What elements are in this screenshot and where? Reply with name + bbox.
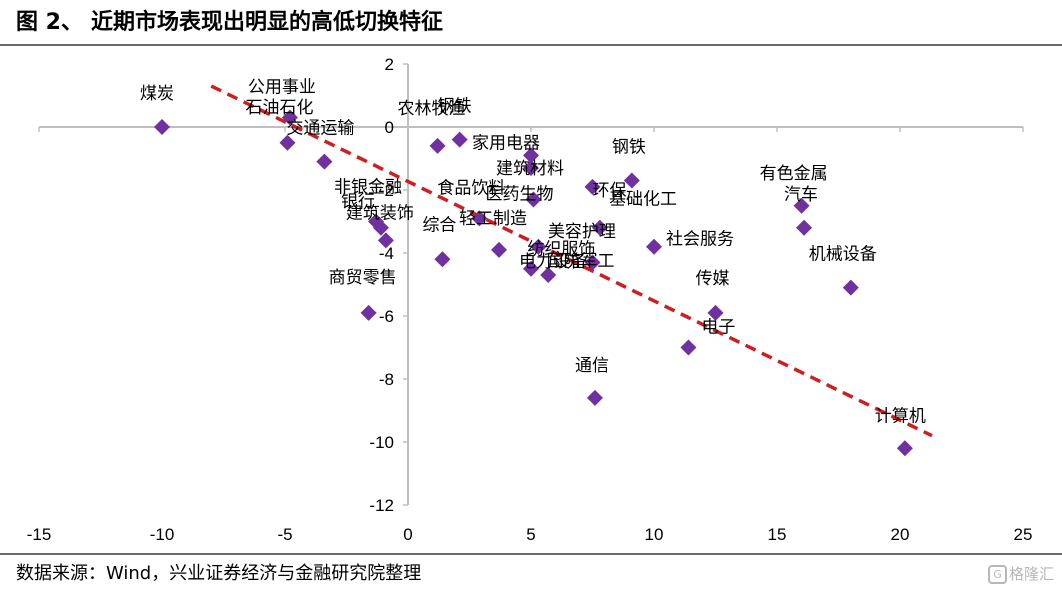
data-point xyxy=(707,304,724,321)
data-point xyxy=(646,238,662,255)
point-label: 商贸零售 xyxy=(329,268,397,288)
bottom-rule xyxy=(0,553,1062,555)
y-tick-label: -12 xyxy=(369,496,394,515)
point-label: 机械设备 xyxy=(809,245,877,265)
x-tick-label: 0 xyxy=(403,525,412,544)
point-label: 建筑材料 xyxy=(496,159,564,179)
watermark-logo-icon: G xyxy=(988,565,1007,584)
data-point xyxy=(584,254,601,271)
trendline-layer xyxy=(210,84,933,438)
x-tick-label: -10 xyxy=(150,525,175,544)
point-label: 社会服务 xyxy=(666,230,734,250)
points-layer xyxy=(154,109,913,457)
x-tick-label: 10 xyxy=(645,525,664,544)
point-label: 石油石化 xyxy=(245,98,313,118)
data-point xyxy=(680,339,697,356)
y-tick-label: -2 xyxy=(379,181,394,200)
watermark: G 格隆汇 xyxy=(988,563,1054,585)
watermark-text: 格隆汇 xyxy=(1009,565,1055,583)
data-point xyxy=(525,191,542,208)
data-point xyxy=(523,147,539,164)
point-label: 电力设备 xyxy=(519,252,587,272)
data-point xyxy=(491,241,508,258)
point-label: 汽车 xyxy=(784,185,818,205)
data-point xyxy=(429,137,446,154)
data-point xyxy=(434,251,451,268)
source-note: 数据来源：Wind，兴业证券经济与金融研究院整理 xyxy=(16,563,422,584)
data-point xyxy=(377,232,394,249)
point-label: 钢铁 xyxy=(438,97,472,117)
trendline xyxy=(210,84,933,438)
point-label: 国防军工 xyxy=(547,251,615,271)
x-tick-label: 15 xyxy=(768,525,787,544)
data-point xyxy=(360,304,377,321)
labels-layer: 煤炭 公用事业石油石化交通运输农林牧渔钢铁家用电器建筑材料钢铁非银金融银行建筑装饰… xyxy=(140,78,926,427)
y-tick-label: -6 xyxy=(379,307,394,326)
x-tick-label: 25 xyxy=(1014,525,1033,544)
data-point xyxy=(591,219,608,236)
point-label: 农林牧渔 xyxy=(398,99,466,119)
point-label: 钢铁 xyxy=(612,138,646,158)
data-point xyxy=(584,178,601,195)
point-label: 有色金属 xyxy=(760,164,828,184)
point-label: 电子 xyxy=(701,318,735,338)
x-tick-label: 5 xyxy=(526,525,535,544)
data-point xyxy=(796,219,813,236)
data-point xyxy=(372,219,389,236)
point-label: 建筑装饰 xyxy=(346,203,414,223)
point-label: 美容护理 xyxy=(548,222,616,242)
x-tick-label: -15 xyxy=(27,525,52,544)
point-label: 医药生物 xyxy=(485,184,553,204)
figure-number: 图 2、 xyxy=(16,10,83,35)
data-point xyxy=(451,131,468,148)
data-point xyxy=(842,279,859,296)
figure-title: 图 2、 近期市场表现出明显的高低切换特征 xyxy=(16,8,451,38)
point-label: 公用事业 xyxy=(248,78,316,98)
data-point xyxy=(281,109,298,126)
point-label: 传媒 xyxy=(696,269,730,289)
point-label: 非银金融 xyxy=(334,178,402,198)
data-point xyxy=(316,153,333,170)
point-label: 煤炭 xyxy=(140,84,174,104)
data-point xyxy=(523,260,539,277)
figure-title-text: 近期市场表现出明显的高低切换特征 xyxy=(90,10,443,35)
point-label: 基础化工 xyxy=(609,190,677,210)
data-point xyxy=(530,238,547,255)
data-point xyxy=(154,119,170,135)
x-tick-label: 20 xyxy=(891,525,910,544)
top-rule xyxy=(0,44,1062,46)
data-point xyxy=(623,172,640,189)
data-point xyxy=(471,210,488,227)
data-point xyxy=(896,440,913,457)
data-point xyxy=(540,267,557,284)
point-label: 家用电器 xyxy=(472,133,540,153)
point-label: 轻工制造 xyxy=(459,209,527,229)
y-tick-label: 0 xyxy=(385,118,394,137)
point-label: 计算机 xyxy=(875,406,926,426)
point-label: 交通运输 xyxy=(286,119,354,139)
y-tick-label: -8 xyxy=(379,370,394,389)
point-label: 食品饮料 xyxy=(437,178,505,198)
x-tick-label: -5 xyxy=(277,525,292,544)
data-point xyxy=(793,197,810,214)
point-label: 环保 xyxy=(593,181,627,201)
point-label: 纺织服饰 xyxy=(527,240,595,260)
data-point xyxy=(523,159,539,176)
data-point xyxy=(279,134,296,151)
y-tick-label: -4 xyxy=(379,244,394,263)
y-tick-label: -10 xyxy=(369,433,394,452)
point-label: 综合 xyxy=(422,215,456,235)
point-label: 通信 xyxy=(575,356,609,376)
y-tick-label: 2 xyxy=(385,55,394,74)
point-label: 银行 xyxy=(341,192,375,212)
data-point xyxy=(586,389,603,406)
